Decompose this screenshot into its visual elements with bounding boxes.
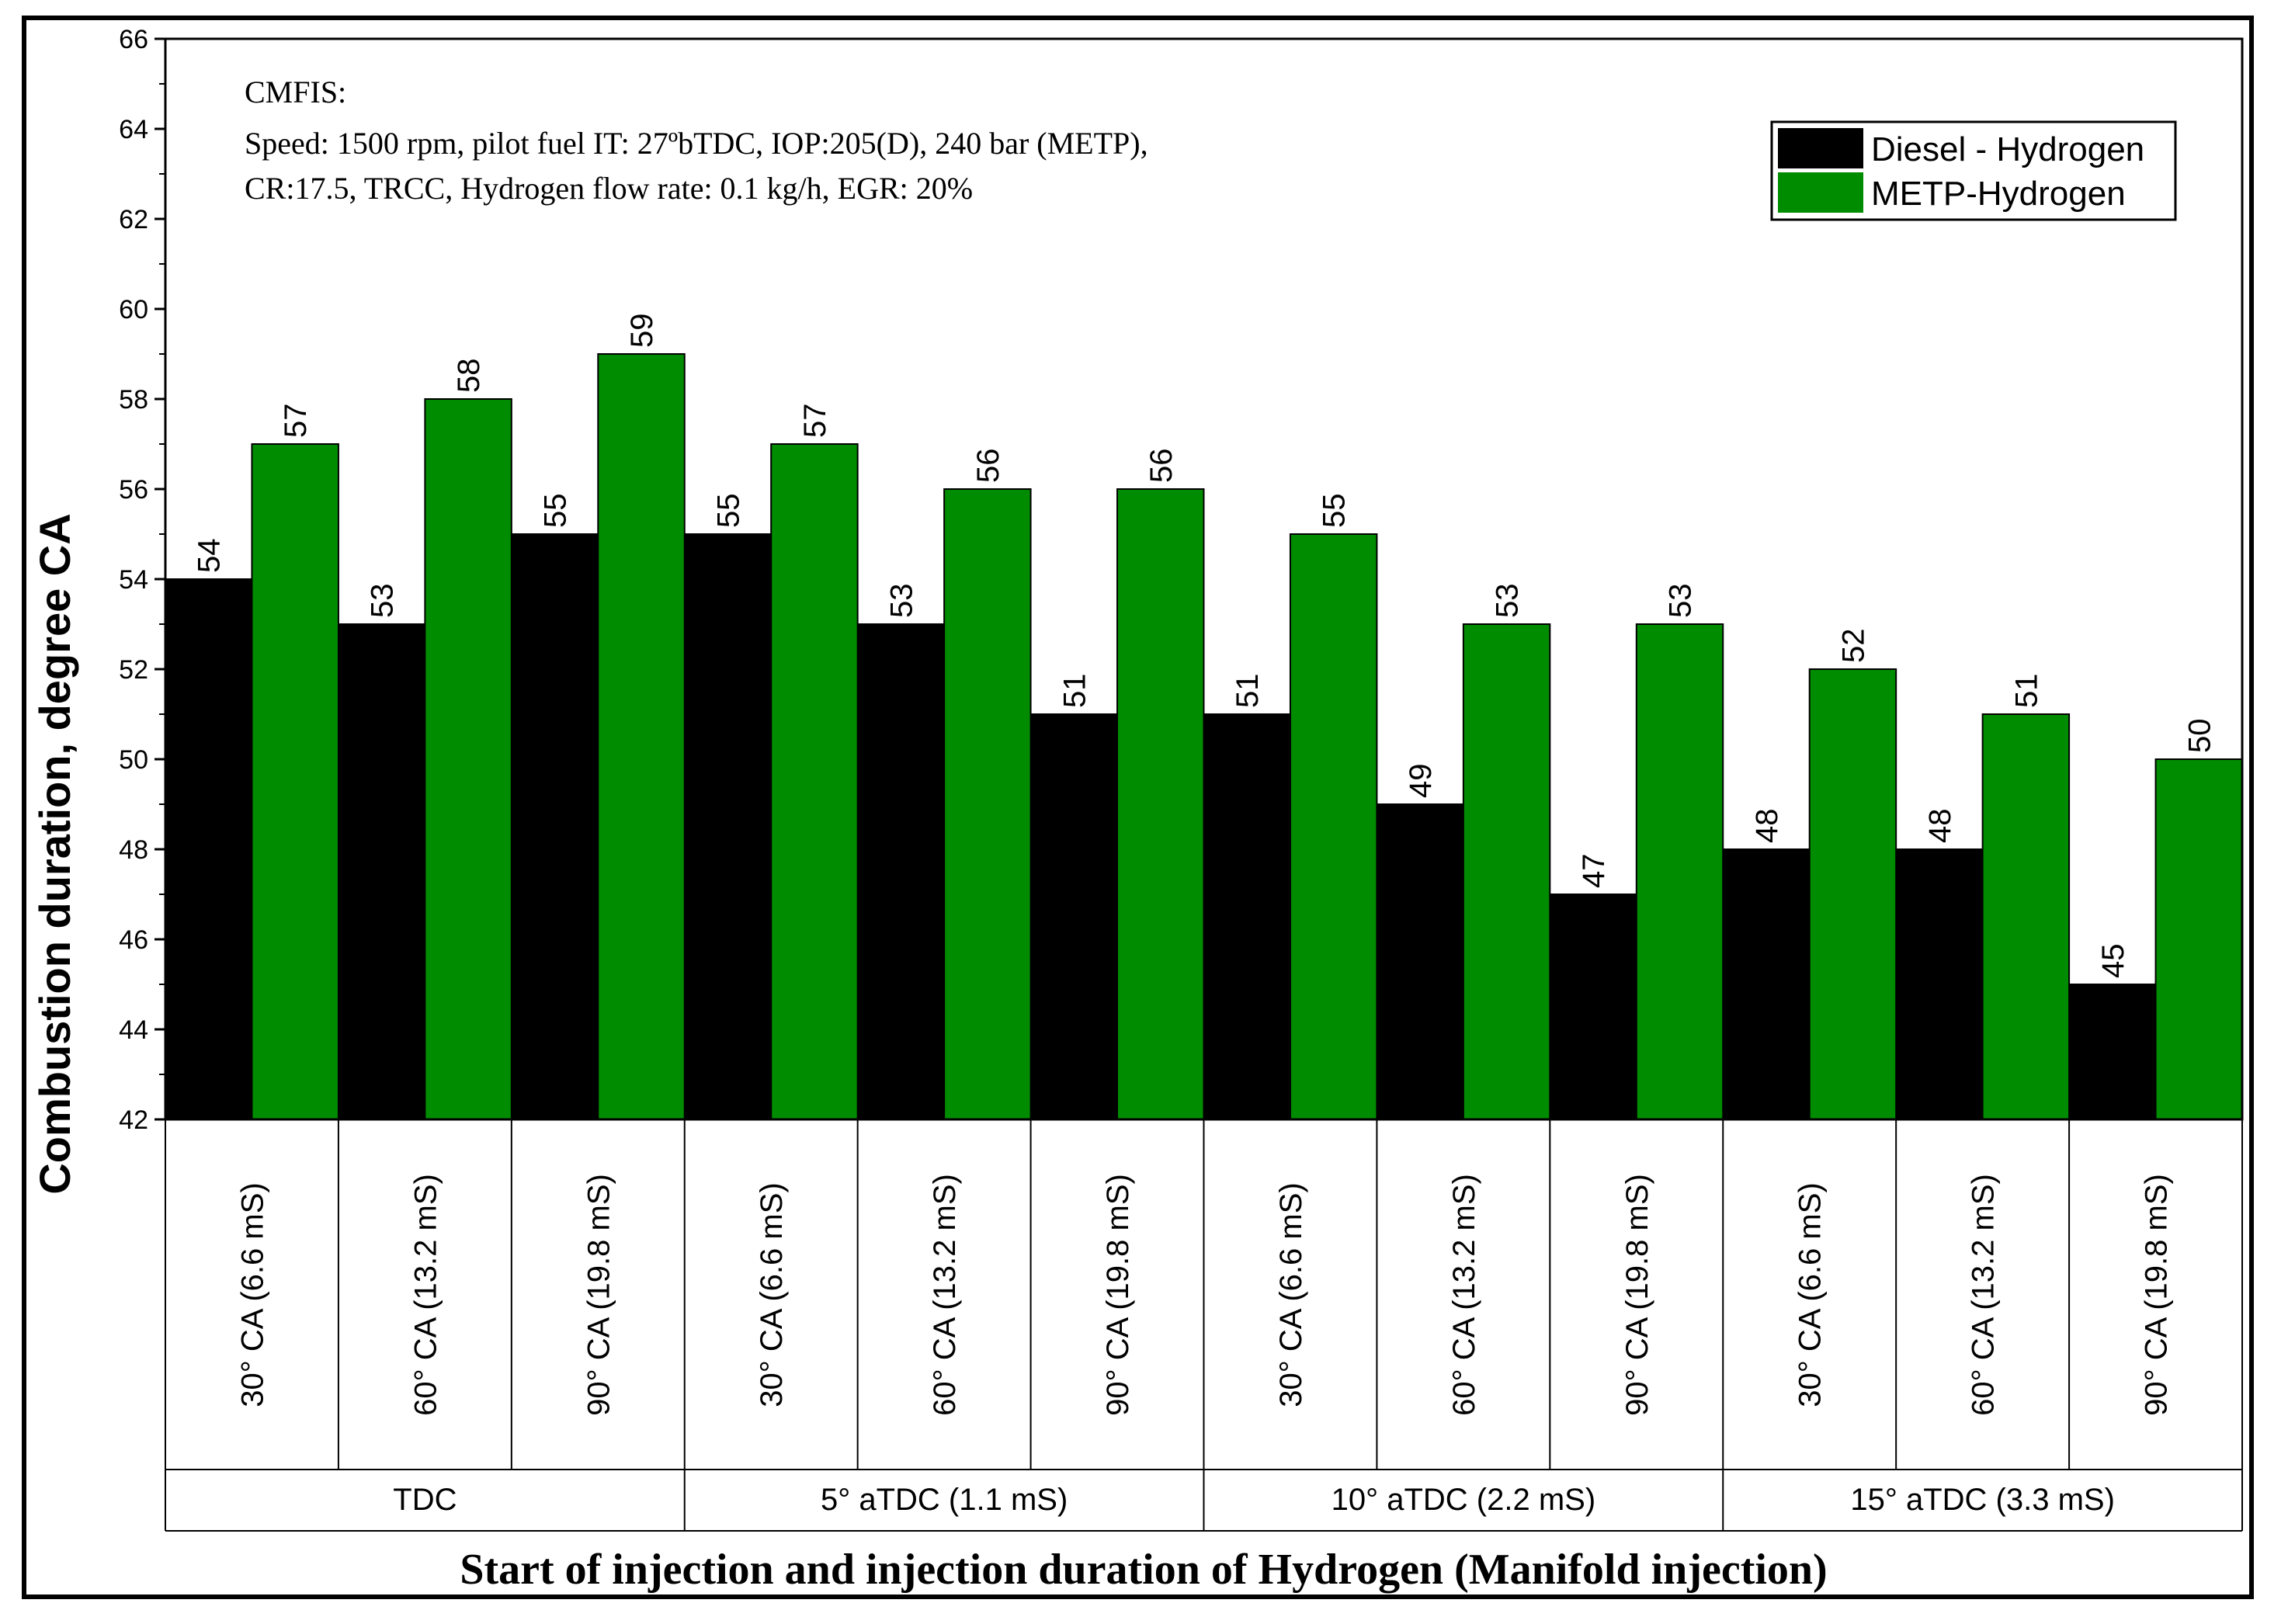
y-tick-label-58: 58 — [119, 385, 148, 415]
category-table: 30° CA (6.6 mS) 60° CA (13.2 mS) 90° CA (1… — [165, 1119, 2243, 1532]
annotation-line-3: CR:17.5, TRCC, Hydrogen flow rate: 0.1 k… — [245, 171, 973, 206]
value-labels-layer: 54 53 55 55 53 51 51 49 47 48 48 45 57 58 59 57 56 56 55 53… — [193, 314, 2217, 979]
bar-metp-8 — [1635, 623, 1724, 1120]
x-tick-label-7: 60° CA (13.2 mS) — [1447, 1174, 1481, 1416]
x-tick-label-0: 30° CA (6.6 mS) — [235, 1182, 269, 1407]
bar-metp-5 — [1116, 488, 1205, 1120]
value-label-metp-10: 51 — [2009, 674, 2043, 709]
y-tick-label-56: 56 — [119, 475, 148, 505]
group-label-2: 10° aTDC (2.2 mS) — [1331, 1483, 1596, 1517]
bar-metp-2 — [597, 353, 686, 1120]
value-label-diesel-11: 45 — [2096, 944, 2130, 979]
bar-diesel-6 — [1203, 713, 1291, 1120]
group-label-0: TDC — [393, 1483, 457, 1517]
bars-layer — [165, 353, 2244, 1120]
bar-diesel-2 — [510, 533, 599, 1120]
bar-diesel-9 — [1722, 848, 1811, 1120]
x-tick-label-5: 90° CA (19.8 mS) — [1101, 1174, 1135, 1416]
value-label-diesel-6: 51 — [1231, 674, 1265, 709]
value-label-diesel-10: 48 — [1923, 809, 1957, 844]
y-tick-label-50: 50 — [119, 745, 148, 775]
y-tick-label-62: 62 — [119, 205, 148, 234]
x-tick-label-11: 90° CA (19.8 mS) — [2140, 1174, 2174, 1416]
bar-metp-3 — [770, 443, 859, 1120]
bar-metp-11 — [2154, 758, 2244, 1120]
bar-diesel-8 — [1549, 894, 1637, 1120]
figure-frame — [22, 16, 2254, 1599]
y-tick-label-60: 60 — [119, 295, 148, 324]
value-label-metp-1: 58 — [452, 359, 486, 394]
bar-metp-7 — [1462, 623, 1551, 1120]
value-label-diesel-8: 47 — [1577, 854, 1611, 889]
bar-diesel-3 — [683, 533, 773, 1120]
bar-diesel-4 — [856, 623, 946, 1120]
value-label-metp-7: 53 — [1491, 584, 1525, 619]
group-label-3: 15° aTDC (3.3 mS) — [1850, 1483, 2115, 1517]
y-tick-label-42: 42 — [119, 1105, 148, 1135]
x-tick-label-2: 90° CA (19.8 mS) — [582, 1174, 616, 1416]
value-label-metp-9: 52 — [1836, 629, 1870, 664]
value-label-metp-6: 55 — [1318, 494, 1352, 529]
bar-diesel-1 — [337, 623, 426, 1120]
x-tick-label-10: 60° CA (13.2 mS) — [1967, 1174, 2001, 1416]
bar-diesel-0 — [165, 578, 253, 1120]
value-label-metp-0: 57 — [279, 404, 313, 439]
y-tick-label-52: 52 — [119, 655, 148, 685]
value-label-metp-8: 53 — [1664, 584, 1698, 619]
value-label-diesel-3: 55 — [711, 494, 745, 529]
legend-swatch-diesel-hydrogen — [1778, 128, 1863, 168]
y-tick-label-54: 54 — [119, 565, 148, 595]
value-label-diesel-7: 49 — [1404, 764, 1438, 799]
y-tick-label-64: 64 — [119, 115, 148, 144]
bar-metp-6 — [1289, 533, 1378, 1120]
y-axis-label: Combustion duration, degree CA — [30, 513, 79, 1194]
bar-metp-0 — [251, 443, 339, 1120]
y-tick-label-66: 66 — [119, 25, 148, 54]
y-tick-label-46: 46 — [119, 925, 148, 955]
bar-metp-9 — [1808, 668, 1897, 1120]
bar-metp-10 — [1981, 713, 2071, 1120]
value-label-diesel-4: 53 — [884, 584, 918, 619]
value-label-diesel-0: 54 — [193, 539, 227, 574]
bar-diesel-7 — [1376, 803, 1464, 1120]
bar-diesel-10 — [1895, 848, 1984, 1120]
value-label-diesel-9: 48 — [1750, 809, 1784, 844]
group-label-1: 5° aTDC (1.1 mS) — [821, 1483, 1068, 1517]
legend: Diesel - Hydrogen METP-Hydrogen — [1770, 120, 2177, 221]
bar-diesel-5 — [1029, 713, 1119, 1120]
x-tick-label-9: 30° CA (6.6 mS) — [1793, 1182, 1828, 1407]
value-label-metp-2: 59 — [625, 314, 659, 349]
value-label-metp-11: 50 — [2182, 719, 2217, 754]
x-tick-label-3: 30° CA (6.6 mS) — [755, 1182, 789, 1407]
annotation-line-1: CMFIS: — [245, 75, 346, 109]
value-label-diesel-1: 53 — [366, 584, 400, 619]
bar-diesel-11 — [2068, 984, 2157, 1120]
bar-metp-4 — [943, 488, 1032, 1120]
legend-swatch-metp-hydrogen — [1778, 172, 1863, 213]
value-label-diesel-2: 55 — [539, 494, 573, 529]
x-tick-label-6: 30° CA (6.6 mS) — [1274, 1182, 1308, 1407]
value-label-metp-5: 56 — [1144, 449, 1179, 484]
value-label-metp-3: 57 — [798, 404, 832, 439]
x-tick-label-4: 60° CA (13.2 mS) — [928, 1174, 962, 1416]
bar-metp-1 — [424, 398, 512, 1120]
x-axis-label: Start of injection and injection duratio… — [460, 1546, 1827, 1594]
value-label-diesel-5: 51 — [1057, 674, 1092, 709]
legend-label-metp-hydrogen: METP-Hydrogen — [1871, 175, 2126, 213]
x-tick-label-1: 60° CA (13.2 mS) — [408, 1174, 443, 1416]
x-tick-label-8: 90° CA (19.8 mS) — [1620, 1174, 1654, 1416]
annotation-line-2: Speed: 1500 rpm, pilot fuel IT: 27ºbTDC,… — [245, 126, 1148, 161]
y-tick-label-44: 44 — [119, 1015, 148, 1045]
value-label-metp-4: 56 — [971, 449, 1005, 484]
y-tick-label-48: 48 — [119, 835, 148, 865]
legend-label-diesel-hydrogen: Diesel - Hydrogen — [1871, 130, 2144, 168]
